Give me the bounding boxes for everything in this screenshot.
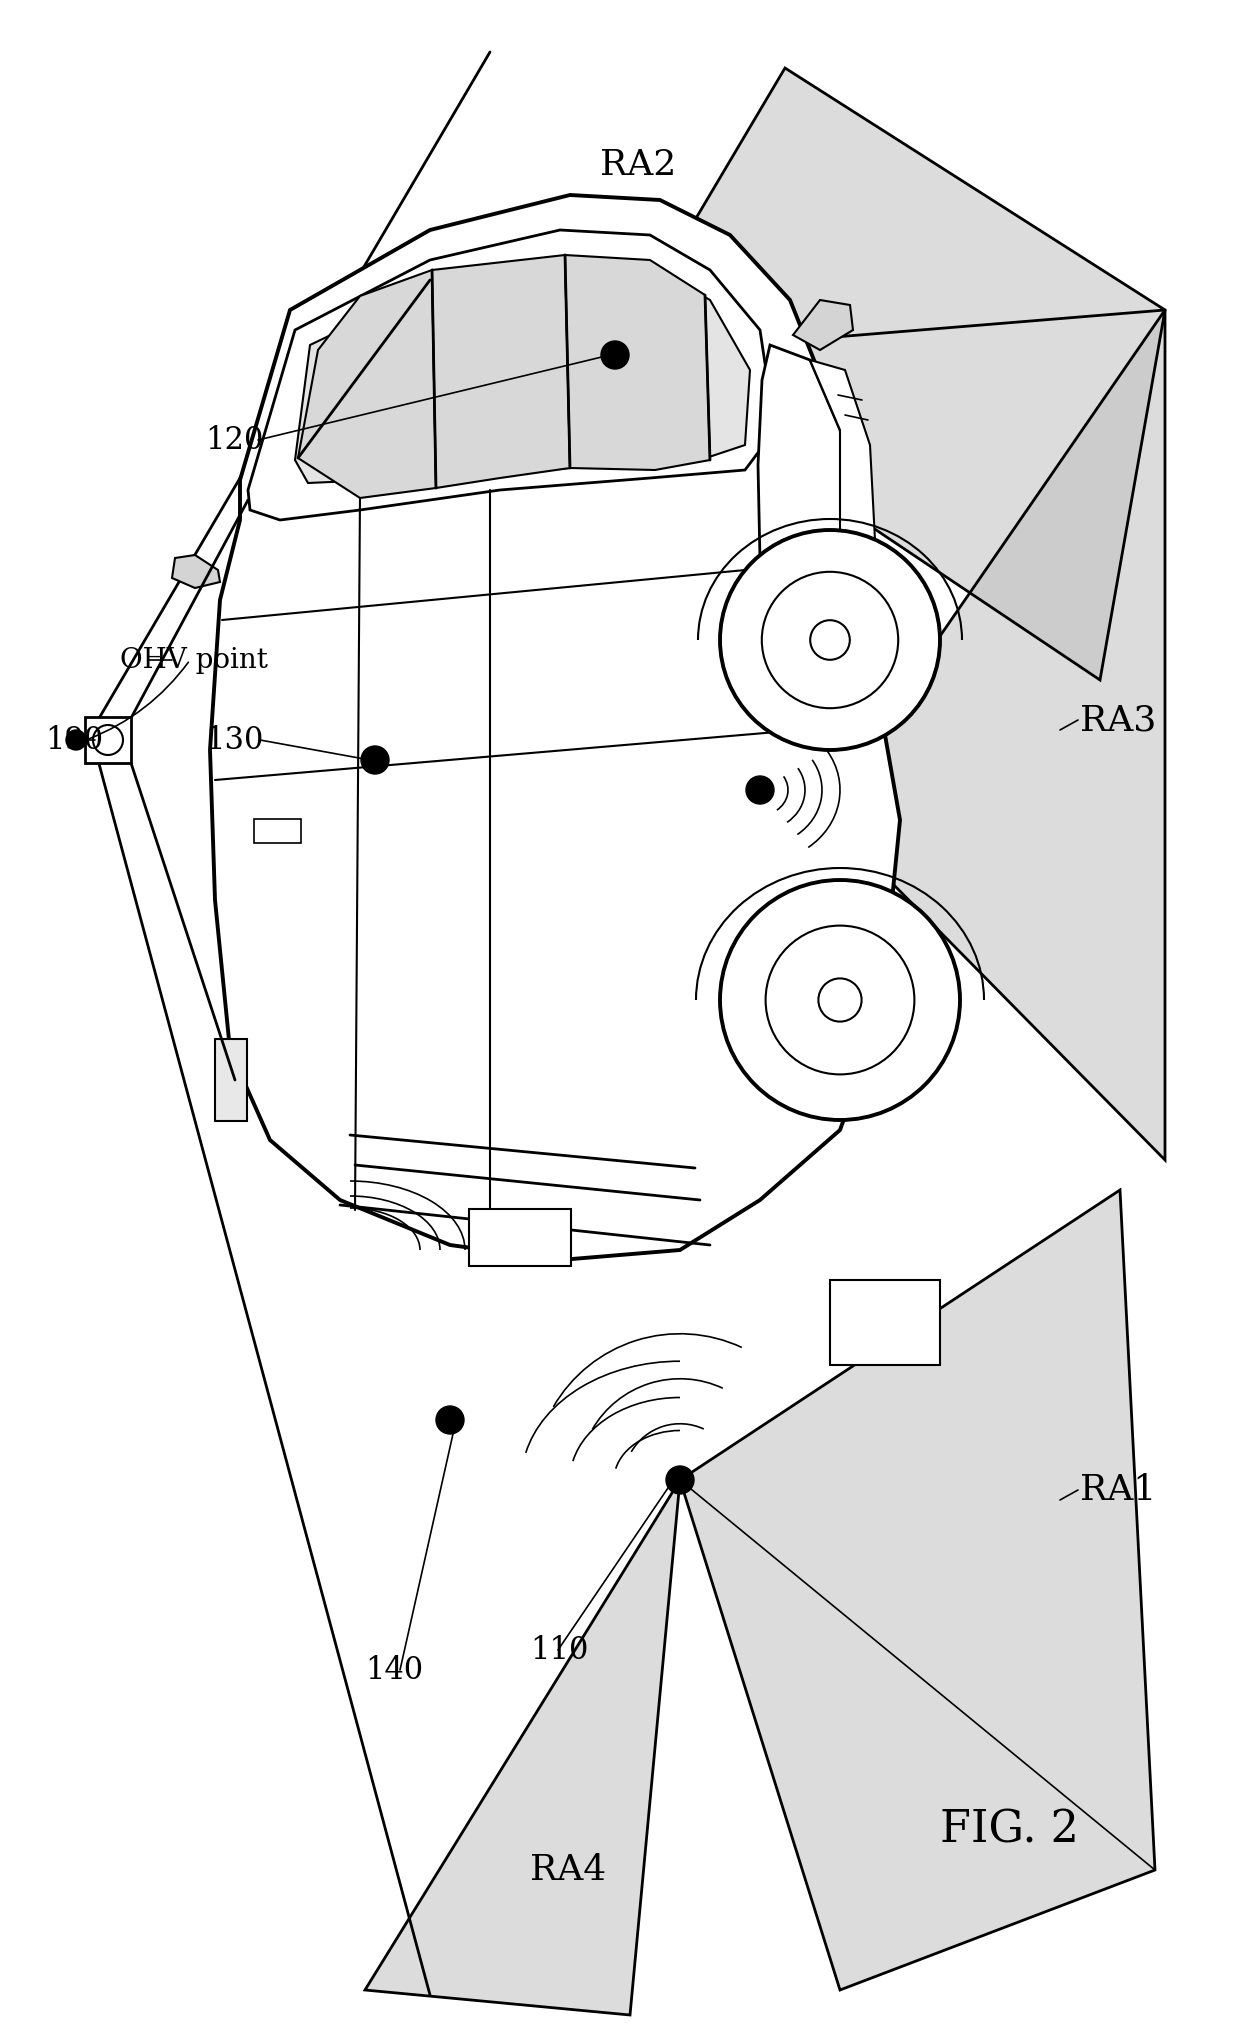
Circle shape bbox=[765, 925, 914, 1074]
FancyBboxPatch shape bbox=[254, 820, 301, 842]
Polygon shape bbox=[210, 195, 900, 1259]
Text: 120: 120 bbox=[205, 425, 263, 456]
Polygon shape bbox=[615, 67, 1166, 679]
Polygon shape bbox=[365, 1481, 680, 2016]
Text: 130: 130 bbox=[205, 724, 263, 755]
Text: 140: 140 bbox=[365, 1654, 423, 1686]
Polygon shape bbox=[172, 555, 219, 588]
Polygon shape bbox=[810, 360, 875, 641]
FancyBboxPatch shape bbox=[215, 1039, 247, 1121]
Polygon shape bbox=[295, 260, 750, 482]
FancyBboxPatch shape bbox=[86, 718, 131, 763]
Text: RA2: RA2 bbox=[600, 148, 676, 181]
Polygon shape bbox=[248, 230, 775, 521]
Polygon shape bbox=[758, 346, 861, 651]
Text: RA4: RA4 bbox=[529, 1853, 606, 1888]
Circle shape bbox=[761, 572, 898, 708]
FancyBboxPatch shape bbox=[830, 1279, 940, 1365]
Text: RA3: RA3 bbox=[1080, 704, 1157, 736]
Polygon shape bbox=[794, 299, 853, 350]
Circle shape bbox=[720, 531, 940, 751]
Polygon shape bbox=[298, 271, 436, 498]
FancyBboxPatch shape bbox=[469, 1208, 570, 1265]
Text: OHV point: OHV point bbox=[120, 647, 268, 673]
Circle shape bbox=[810, 620, 849, 659]
Circle shape bbox=[720, 881, 960, 1121]
Polygon shape bbox=[565, 254, 711, 470]
Circle shape bbox=[601, 342, 629, 368]
Text: FIG. 2: FIG. 2 bbox=[940, 1808, 1079, 1851]
Text: 110: 110 bbox=[529, 1635, 588, 1666]
Circle shape bbox=[436, 1405, 464, 1434]
Circle shape bbox=[66, 730, 86, 751]
Polygon shape bbox=[820, 309, 1166, 1159]
Circle shape bbox=[818, 978, 862, 1021]
Text: RA1: RA1 bbox=[1080, 1473, 1156, 1507]
Circle shape bbox=[93, 724, 123, 755]
Circle shape bbox=[361, 746, 389, 775]
Circle shape bbox=[666, 1467, 694, 1495]
Text: 190: 190 bbox=[45, 724, 103, 755]
Polygon shape bbox=[680, 1190, 1154, 1989]
Polygon shape bbox=[432, 254, 570, 488]
Circle shape bbox=[746, 777, 774, 803]
